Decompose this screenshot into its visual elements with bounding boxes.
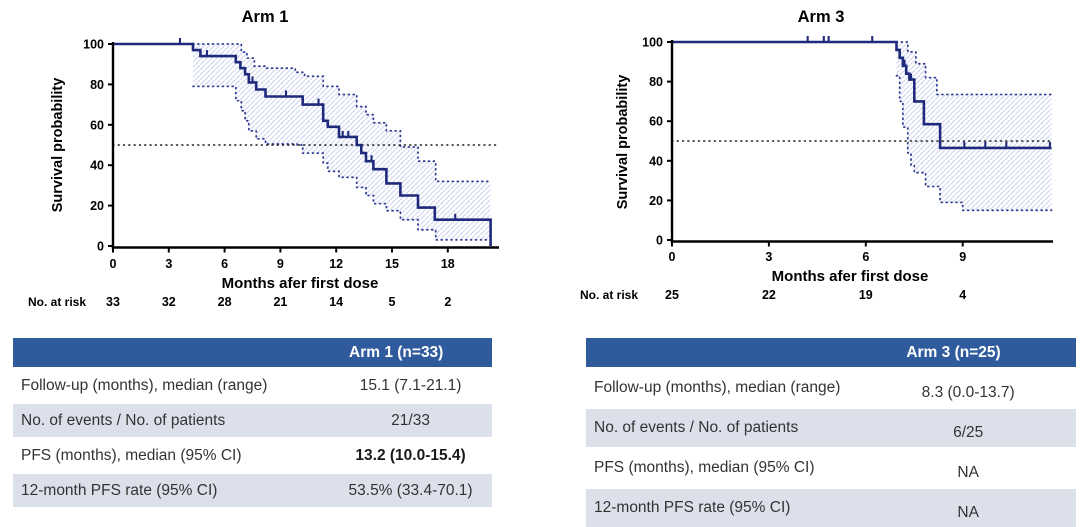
plot-title: Arm 3 bbox=[798, 8, 845, 26]
x-tick-label: 0 bbox=[669, 250, 676, 264]
table-header-row: Arm 1 (n=33) bbox=[13, 338, 492, 367]
arm3-stats-table: Arm 3 (n=25) Follow-up (months), median … bbox=[586, 336, 1076, 527]
y-tick-label: 80 bbox=[649, 75, 663, 89]
x-axis-label: Months afer first dose bbox=[222, 275, 379, 292]
x-tick-label: 9 bbox=[277, 257, 284, 271]
x-tick-label: 6 bbox=[221, 257, 228, 271]
row-label: Follow-up (months), median (range) bbox=[21, 376, 268, 394]
x-tick-label: 3 bbox=[765, 250, 772, 264]
y-tick-label: 20 bbox=[90, 199, 104, 213]
no-at-risk-count: 2 bbox=[444, 295, 451, 309]
no-at-risk-label: No. at risk bbox=[580, 288, 638, 302]
row-value: 15.1 (7.1-21.1) bbox=[359, 376, 462, 394]
y-tick-label: 0 bbox=[656, 234, 663, 248]
no-at-risk-count: 33 bbox=[106, 295, 120, 309]
no-at-risk-count: 4 bbox=[959, 288, 966, 302]
ci-upper-boundary bbox=[895, 41, 1053, 96]
km-plot-arm1: 0 3 6 9 12 15 18 0 20 40 60 80 100 Arm 1 Months afer f… bbox=[28, 8, 500, 309]
arm1-table: Arm 1 (n=33) Follow-up (months), median … bbox=[13, 336, 492, 509]
x-tick-label: 0 bbox=[110, 257, 117, 271]
arm3-table: Arm 3 (n=25) Follow-up (months), median … bbox=[586, 336, 1076, 527]
no-at-risk-count: 14 bbox=[329, 295, 343, 309]
table-row: Follow-up (months), median (range) 8.3 (0… bbox=[586, 369, 1076, 407]
row-label: No. of events / No. of patients bbox=[13, 404, 330, 437]
plot-title: Arm 1 bbox=[242, 8, 289, 26]
km-curve bbox=[113, 42, 492, 246]
x-tick-label: 6 bbox=[862, 250, 869, 264]
x-tick-label: 15 bbox=[385, 257, 399, 271]
table-header-label: Arm 1 (n=33) bbox=[349, 343, 444, 361]
table-row: PFS (months), median (95% CI) NA bbox=[586, 449, 1076, 487]
table-row: Follow-up (months), median (range) 15.1 (… bbox=[13, 369, 492, 402]
no-at-risk-count: 19 bbox=[859, 288, 873, 302]
arm1-stats-table: Arm 1 (n=33) Follow-up (months), median … bbox=[13, 336, 492, 509]
y-tick-label: 40 bbox=[90, 159, 104, 173]
row-label: 12-month PFS rate (95% CI) bbox=[13, 474, 330, 507]
y-tick-label: 0 bbox=[97, 240, 104, 254]
row-value: NA bbox=[957, 464, 979, 481]
y-tick-label: 60 bbox=[90, 118, 104, 132]
table-row: 12-month PFS rate (95% CI) 53.5% (33.4-70… bbox=[13, 474, 492, 507]
x-tick-label: 12 bbox=[329, 257, 343, 271]
table-row: No. of events / No. of patients 21/33 bbox=[13, 404, 492, 437]
ci-band bbox=[193, 44, 491, 240]
x-tick-label: 9 bbox=[959, 250, 966, 264]
arm3-table-body: Follow-up (months), median (range) 8.3 (0… bbox=[586, 369, 1076, 527]
row-label: No. of events / No. of patients bbox=[586, 409, 861, 447]
table-header-label: Arm 3 (n=25) bbox=[906, 343, 1001, 361]
row-value: 21/33 bbox=[329, 404, 492, 437]
y-tick-label: 80 bbox=[90, 78, 104, 92]
ci-lower-boundary bbox=[192, 85, 492, 241]
row-value: 8.3 (0.0-13.7) bbox=[921, 384, 1015, 401]
arm1-table-body: Follow-up (months), median (range) 15.1 (… bbox=[13, 369, 492, 507]
km-plot-arm3: 0 3 6 9 0 20 40 60 80 100 Arm 3 Months afer first d… bbox=[580, 8, 1054, 302]
row-label: 12-month PFS rate (95% CI) bbox=[586, 489, 861, 527]
y-axis-label: Survival probability bbox=[615, 75, 631, 210]
y-tick-label: 100 bbox=[642, 36, 663, 50]
x-tick-label: 3 bbox=[165, 257, 172, 271]
table-header-arm1: Arm 1 (n=33) bbox=[13, 338, 492, 367]
row-label: Follow-up (months), median (range) bbox=[594, 379, 841, 396]
table-row: No. of events / No. of patients 6/25 bbox=[586, 409, 1076, 447]
no-at-risk-label: No. at risk bbox=[28, 295, 86, 309]
y-tick-label: 20 bbox=[649, 194, 663, 208]
no-at-risk-count: 21 bbox=[273, 295, 287, 309]
row-value: 6/25 bbox=[860, 409, 1076, 447]
no-at-risk-count: 22 bbox=[762, 288, 776, 302]
table-row: PFS (months), median (95% CI) 13.2 (10.0-… bbox=[13, 439, 492, 472]
row-value: 53.5% (33.4-70.1) bbox=[329, 474, 492, 507]
ci-upper-boundary bbox=[192, 43, 492, 183]
table-header-row: Arm 3 (n=25) bbox=[586, 338, 1076, 367]
x-tick-label: 18 bbox=[441, 257, 455, 271]
no-at-risk-count: 28 bbox=[218, 295, 232, 309]
y-tick-label: 40 bbox=[649, 154, 663, 168]
km-curve bbox=[672, 40, 1052, 150]
y-tick-label: 100 bbox=[83, 38, 104, 52]
y-axis-label: Survival probability bbox=[50, 78, 66, 213]
row-label: PFS (months), median (95% CI) bbox=[21, 446, 242, 464]
x-axis-label: Months afer first dose bbox=[772, 268, 929, 285]
y-tick-label: 60 bbox=[649, 115, 663, 129]
no-at-risk-count: 5 bbox=[389, 295, 396, 309]
ci-band bbox=[896, 42, 1052, 211]
no-at-risk-count: 25 bbox=[665, 288, 679, 302]
row-value: 13.2 (10.0-15.4) bbox=[355, 446, 466, 464]
row-value: NA bbox=[860, 489, 1076, 527]
no-at-risk-count: 32 bbox=[162, 295, 176, 309]
row-label: PFS (months), median (95% CI) bbox=[594, 459, 815, 476]
table-header-arm3: Arm 3 (n=25) bbox=[586, 338, 1076, 367]
table-row: 12-month PFS rate (95% CI) NA bbox=[586, 489, 1076, 527]
